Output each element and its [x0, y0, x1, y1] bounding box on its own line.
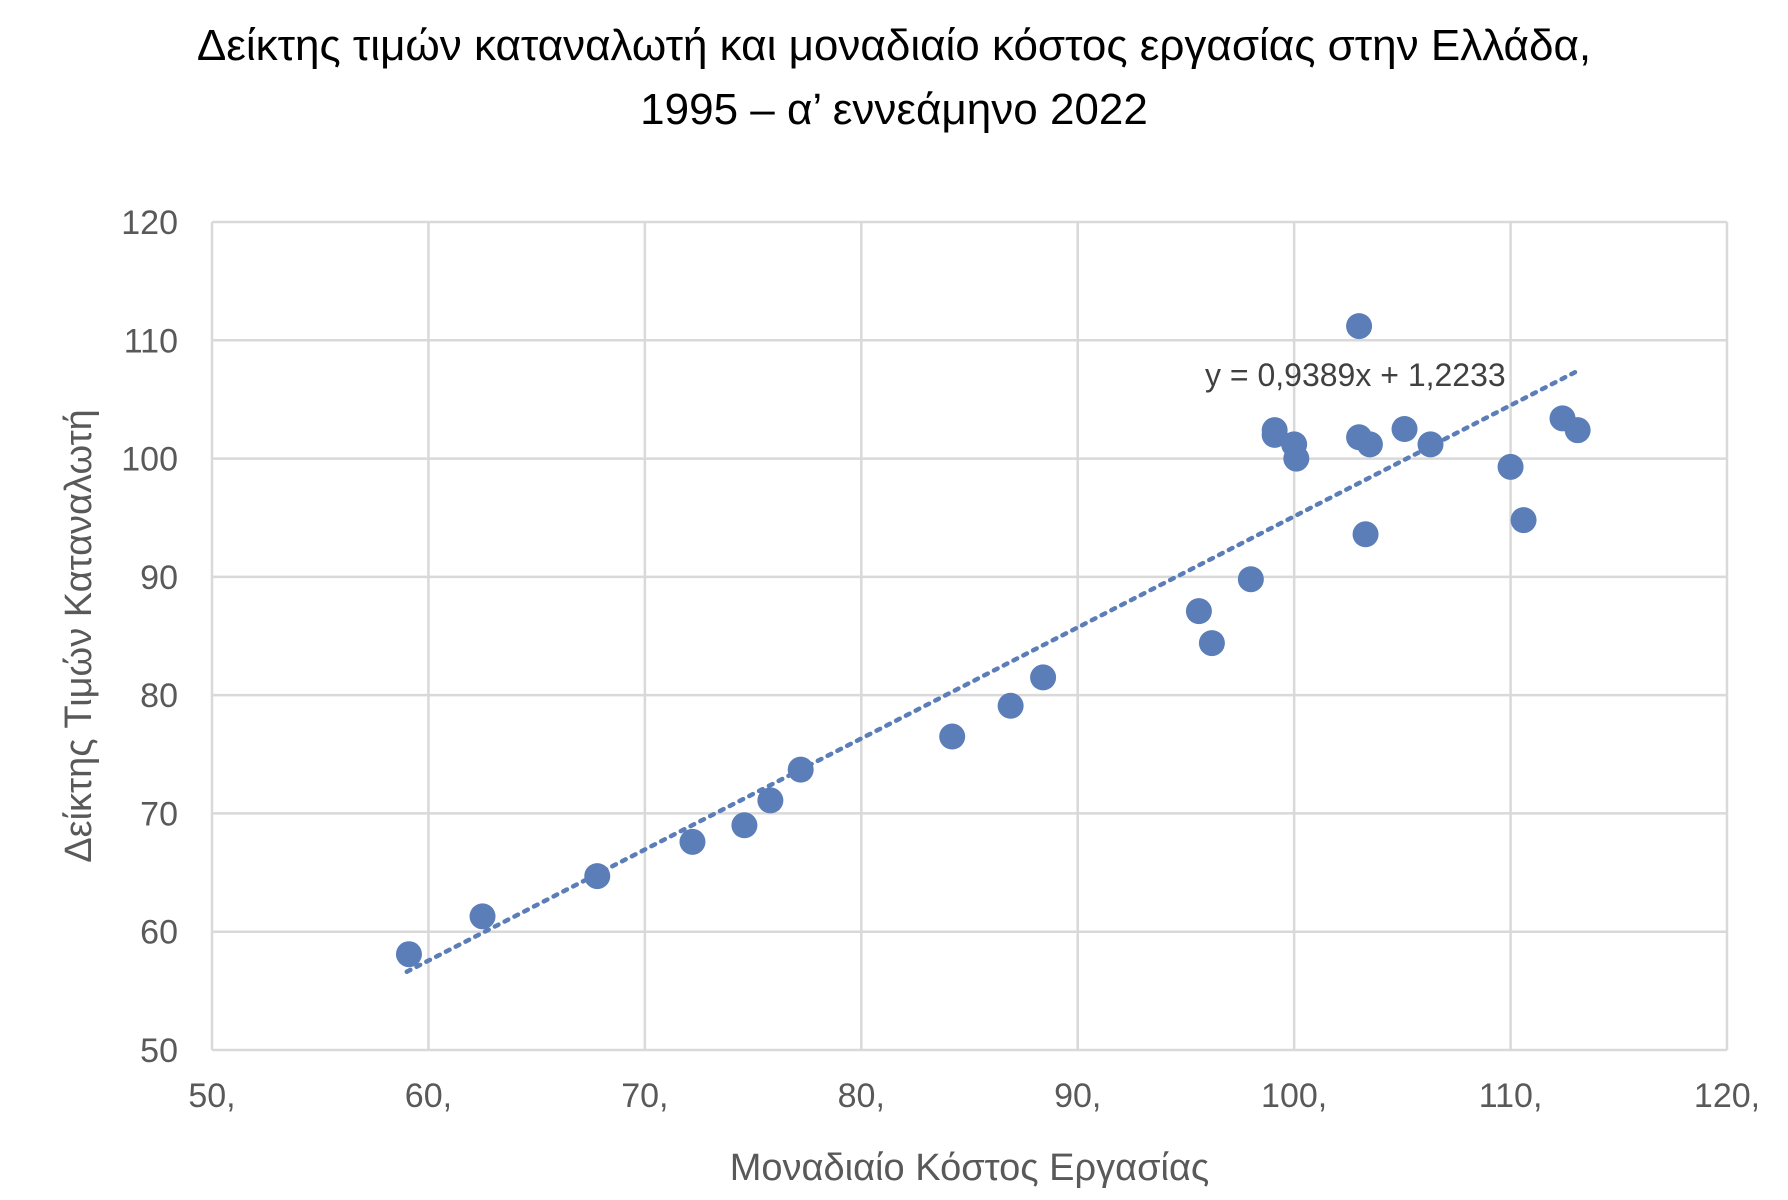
data-point	[997, 692, 1024, 719]
chart-title: Δείκτης τιμών καταναλωτή και μοναδιαίο κ…	[0, 14, 1788, 142]
y-tick-label: 100	[121, 441, 178, 479]
y-tick-label: 90	[140, 559, 178, 597]
x-tick-label: 70,	[621, 1077, 668, 1115]
data-point	[731, 812, 758, 839]
x-tick-label: 80,	[838, 1077, 885, 1115]
data-point	[1198, 630, 1225, 657]
data-point	[787, 756, 814, 783]
x-tick-label: 60,	[405, 1077, 452, 1115]
x-tick-label: 90,	[1054, 1077, 1101, 1115]
y-tick-label: 110	[124, 322, 178, 360]
data-point	[1185, 598, 1212, 625]
chart-title-line-2: 1995 – α’ εννεάμηνο 2022	[640, 85, 1148, 134]
data-point	[1283, 445, 1310, 472]
data-point	[1510, 507, 1537, 534]
x-axis-title: Μοναδιαίο Κόστος Εργασίας	[730, 1147, 1210, 1189]
trendline-equation-label: y = 0,9389x + 1,2233	[1205, 357, 1506, 393]
data-point	[1237, 566, 1264, 593]
data-point	[469, 903, 496, 930]
data-point	[1391, 416, 1418, 442]
data-point	[757, 787, 784, 814]
trendline-layer	[404, 369, 1578, 974]
chart-title-line-1: Δείκτης τιμών καταναλωτή και μοναδιαίο κ…	[196, 21, 1592, 70]
data-point	[1356, 431, 1383, 458]
trendline	[404, 369, 1578, 974]
y-tick-label: 120	[121, 204, 178, 242]
data-point	[939, 723, 966, 750]
tick-labels: 50 60 70 80 90 100 110 120 50, 60, 70, 80, 90, 100, 11…	[121, 204, 1760, 1115]
x-tick-label: 120,	[1694, 1077, 1760, 1115]
data-point	[395, 941, 422, 968]
x-tick-label: 50,	[188, 1077, 235, 1115]
data-point	[584, 863, 611, 890]
data-point	[1261, 421, 1288, 448]
y-tick-label: 80	[140, 677, 178, 715]
y-tick-label: 50	[140, 1032, 178, 1070]
data-point	[1352, 521, 1379, 548]
x-tick-label: 110,	[1479, 1077, 1543, 1115]
data-point	[1497, 453, 1524, 480]
x-tick-label: 100,	[1261, 1077, 1327, 1115]
gridlines	[210, 220, 1729, 1052]
data-point	[1346, 313, 1373, 340]
data-point	[679, 828, 706, 855]
data-point	[1417, 431, 1444, 458]
y-tick-label: 70	[140, 795, 178, 833]
data-points	[395, 313, 1591, 968]
y-tick-label: 60	[140, 914, 178, 952]
data-point	[1564, 417, 1591, 444]
y-axis-title: Δείκτης Τιμών Καταναλωτή	[58, 409, 100, 862]
data-point	[1030, 664, 1057, 691]
